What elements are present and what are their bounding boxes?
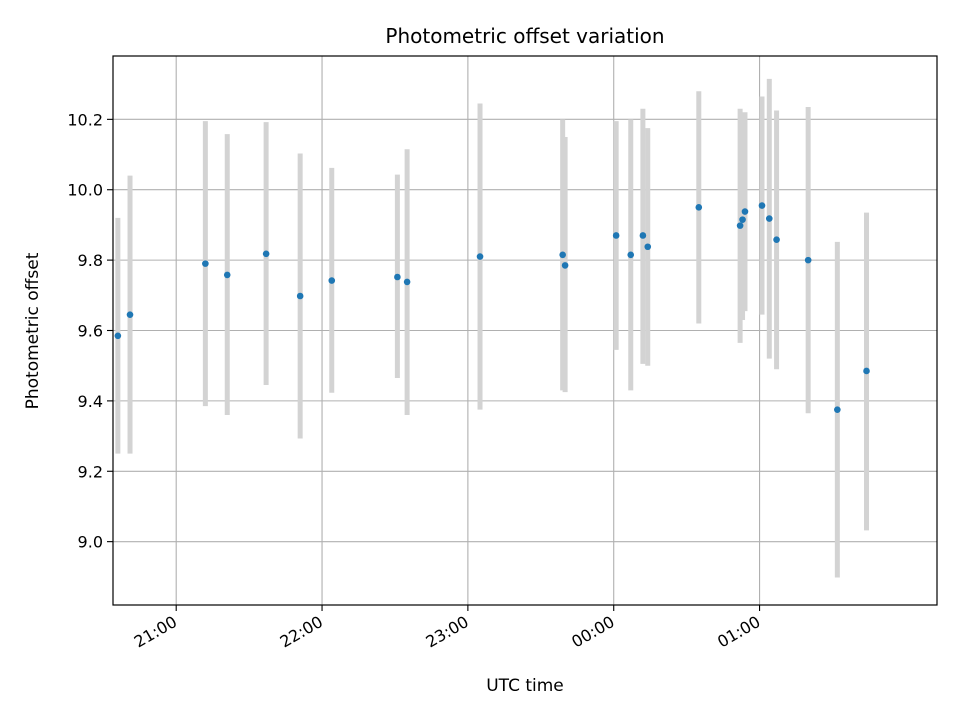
y-tick-label: 9.4 <box>78 392 103 411</box>
y-tick-label: 10.0 <box>67 181 103 200</box>
data-point <box>262 250 270 258</box>
data-point <box>741 208 749 215</box>
y-axis: 9.0 9.2 9.4 9.6 9.8 10.0 10.2 <box>67 110 113 552</box>
data-point <box>639 232 647 239</box>
data-point <box>403 278 411 286</box>
y-tick-label: 10.2 <box>67 110 103 129</box>
data-point <box>758 202 766 209</box>
data-point <box>804 256 812 264</box>
data-point <box>126 311 134 318</box>
data-point <box>765 215 773 222</box>
data-point <box>863 367 870 375</box>
data-point <box>114 332 122 340</box>
data-point <box>394 273 401 281</box>
y-tick-label: 9.2 <box>78 462 103 481</box>
data-point <box>695 204 703 211</box>
data-point <box>296 292 304 300</box>
data-point <box>834 406 841 413</box>
data-point <box>559 251 566 259</box>
data-point <box>627 251 635 259</box>
data-points <box>114 202 870 413</box>
grid <box>113 56 937 605</box>
data-point <box>223 271 231 279</box>
data-point <box>476 253 484 260</box>
y-tick-label: 9.6 <box>78 322 103 341</box>
data-point <box>561 262 569 269</box>
data-point <box>612 232 620 239</box>
data-point <box>736 222 744 229</box>
y-tick-label: 9.8 <box>78 251 103 270</box>
data-point <box>773 236 780 244</box>
data-point <box>644 243 652 251</box>
y-axis-label: Photometric offset <box>23 252 43 409</box>
x-axis-label: UTC time <box>486 676 564 696</box>
chart-title: Photometric offset variation <box>385 24 664 48</box>
data-point <box>202 260 209 267</box>
data-point <box>739 216 746 223</box>
y-tick-label: 9.0 <box>78 533 103 552</box>
data-point <box>328 277 336 284</box>
